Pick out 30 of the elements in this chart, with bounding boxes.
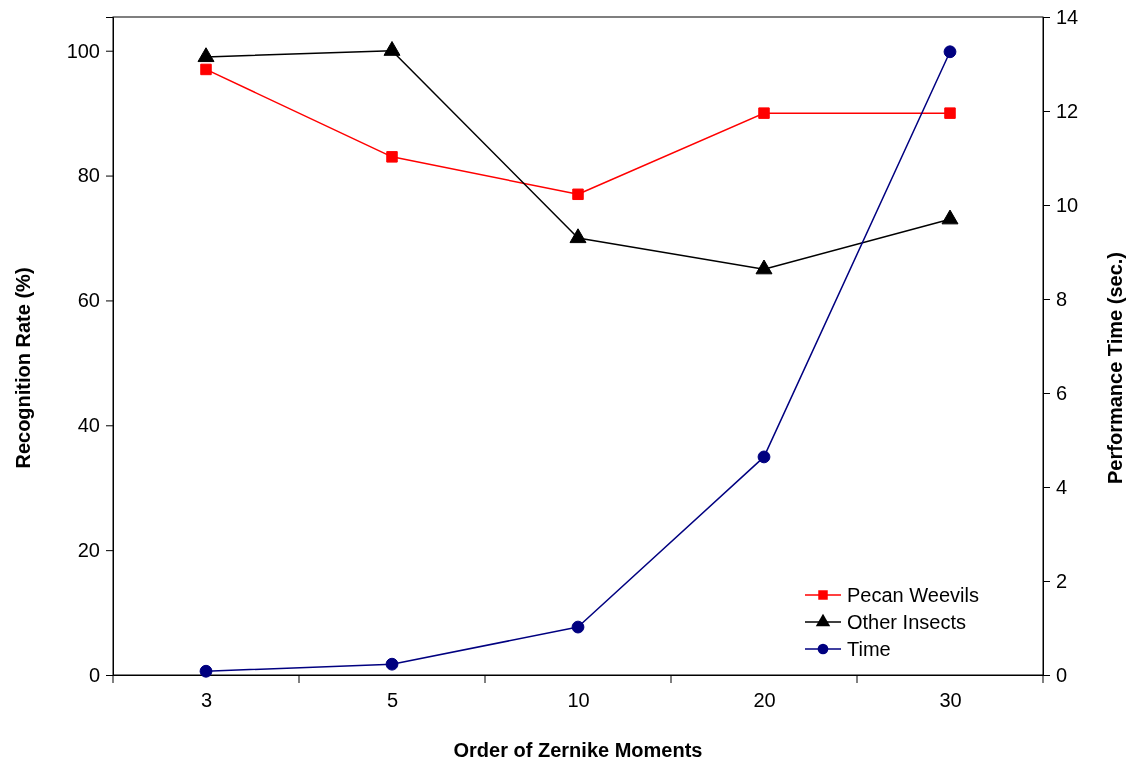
y2-tick-label: 6 [1056,381,1068,404]
y2-tick-label: 0 [1056,663,1068,686]
x-tick-label: 20 [753,689,776,712]
point [385,657,399,671]
y-tick-label: 80 [77,164,100,187]
legend-label: Pecan Weevils [847,584,979,606]
y-tick-label: 40 [77,414,100,437]
y2-tick-label: 8 [1056,287,1068,310]
y2-tick-label: 2 [1056,569,1068,592]
y-tick-label: 20 [77,539,100,562]
x-axis-title: Order of Zernike Moments [453,739,703,761]
x-tick-label: 5 [386,689,399,712]
y-tick-label: 0 [88,663,100,686]
y2-axis-title: Performance Time (sec.) [1104,252,1126,484]
y-axis-title: Recognition Rate (%) [12,267,34,469]
y2-tick-label: 10 [1056,193,1079,216]
legend-label: Time [847,638,891,660]
y2-tick-label: 12 [1056,99,1079,122]
x-tick-label: 10 [567,689,590,712]
point [571,620,585,634]
x-tick-label: 3 [200,689,213,712]
point [199,664,213,678]
x-tick-label: 30 [939,689,962,712]
y-tick-label: 100 [66,39,100,62]
legend-label: Other Insects [847,611,966,633]
point [757,450,771,464]
y2-tick-label: 14 [1056,5,1079,28]
point [943,45,957,59]
y2-tick-label: 4 [1056,475,1068,498]
y-tick-label: 60 [77,289,100,312]
